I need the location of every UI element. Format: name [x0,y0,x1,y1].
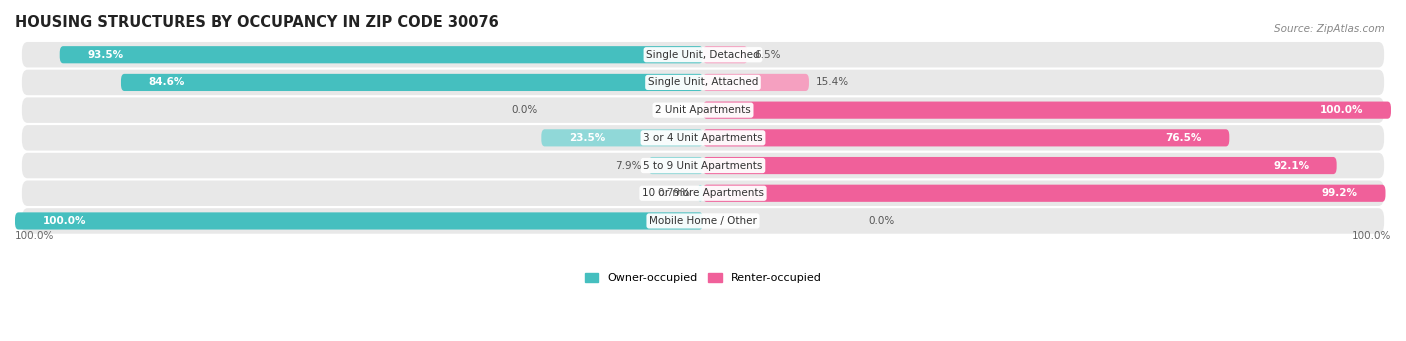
FancyBboxPatch shape [22,153,1384,178]
FancyBboxPatch shape [703,46,748,63]
Text: 5 to 9 Unit Apartments: 5 to 9 Unit Apartments [644,161,762,170]
FancyBboxPatch shape [541,129,703,146]
FancyBboxPatch shape [703,157,1337,174]
FancyBboxPatch shape [59,46,703,63]
FancyBboxPatch shape [15,212,703,229]
Text: 6.5%: 6.5% [755,50,782,60]
Legend: Owner-occupied, Renter-occupied: Owner-occupied, Renter-occupied [581,268,825,288]
Text: 10 or more Apartments: 10 or more Apartments [643,188,763,198]
Text: 2 Unit Apartments: 2 Unit Apartments [655,105,751,115]
Text: 15.4%: 15.4% [815,77,849,87]
FancyBboxPatch shape [697,185,703,202]
Text: 100.0%: 100.0% [1351,231,1391,241]
FancyBboxPatch shape [703,129,1229,146]
Text: Single Unit, Attached: Single Unit, Attached [648,77,758,87]
Text: 92.1%: 92.1% [1272,161,1309,170]
Text: Source: ZipAtlas.com: Source: ZipAtlas.com [1274,24,1385,34]
FancyBboxPatch shape [703,74,808,91]
Text: 100.0%: 100.0% [1320,105,1364,115]
FancyBboxPatch shape [22,208,1384,234]
Text: 3 or 4 Unit Apartments: 3 or 4 Unit Apartments [643,133,763,143]
FancyBboxPatch shape [22,70,1384,95]
Text: 0.79%: 0.79% [658,188,690,198]
Text: Single Unit, Detached: Single Unit, Detached [647,50,759,60]
Text: 0.0%: 0.0% [868,216,894,226]
Text: Mobile Home / Other: Mobile Home / Other [650,216,756,226]
Text: 100.0%: 100.0% [15,231,55,241]
Text: 84.6%: 84.6% [149,77,184,87]
Text: 23.5%: 23.5% [569,133,605,143]
FancyBboxPatch shape [121,74,703,91]
Text: 99.2%: 99.2% [1322,188,1358,198]
FancyBboxPatch shape [22,42,1384,68]
FancyBboxPatch shape [22,98,1384,123]
Text: 93.5%: 93.5% [87,50,124,60]
FancyBboxPatch shape [22,125,1384,151]
Text: HOUSING STRUCTURES BY OCCUPANCY IN ZIP CODE 30076: HOUSING STRUCTURES BY OCCUPANCY IN ZIP C… [15,15,499,30]
FancyBboxPatch shape [703,102,1391,119]
Text: 76.5%: 76.5% [1166,133,1202,143]
Text: 7.9%: 7.9% [616,161,641,170]
FancyBboxPatch shape [22,180,1384,206]
Text: 100.0%: 100.0% [42,216,86,226]
FancyBboxPatch shape [703,185,1385,202]
Text: 0.0%: 0.0% [512,105,538,115]
FancyBboxPatch shape [648,157,703,174]
